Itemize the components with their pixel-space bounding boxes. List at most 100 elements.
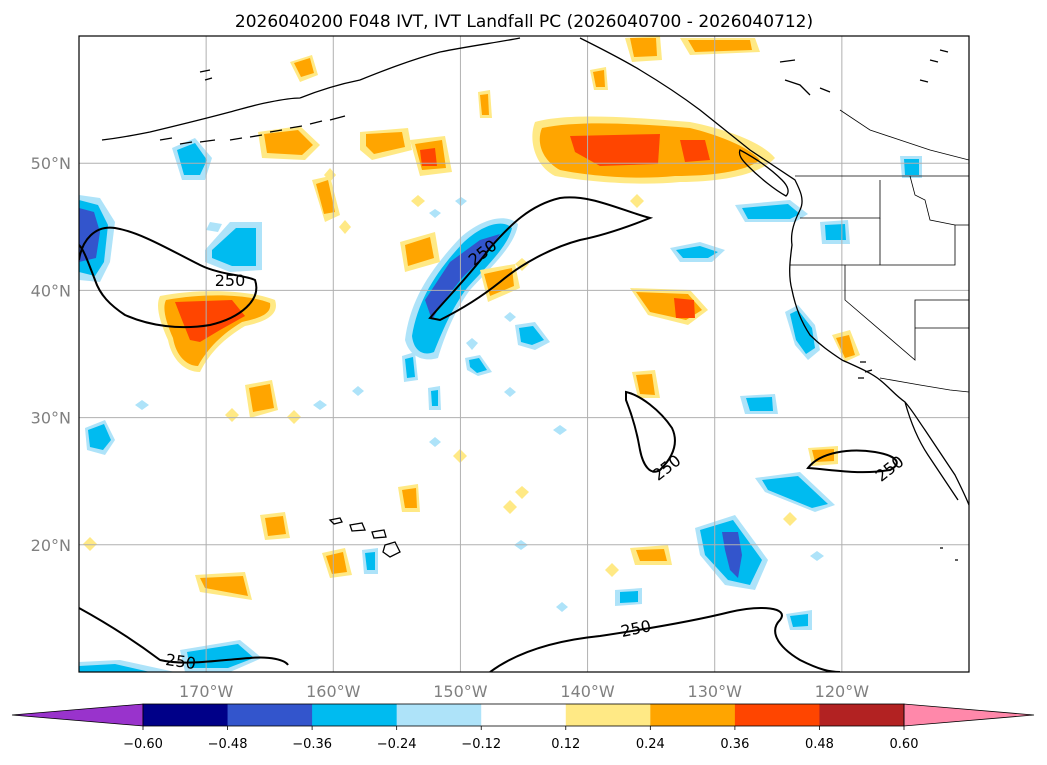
- pc-region-negative: [553, 425, 567, 435]
- pc-region-negative: [742, 204, 800, 219]
- figure-title: 2026040200 F048 IVT, IVT Landfall PC (20…: [235, 12, 813, 32]
- alaska-panhandle-coastline: [579, 37, 803, 211]
- colorbar-tick-label: 0.36: [720, 737, 749, 752]
- pc-region-positive: [405, 237, 434, 266]
- pc-region-positive: [420, 148, 437, 166]
- state-border-id-mt: [909, 175, 956, 226]
- colorbar-tick-label: −0.60: [123, 737, 163, 752]
- political-borders: [790, 109, 969, 393]
- colorbar-extend-min: [11, 703, 144, 727]
- colorbar-extend-max: [903, 703, 1035, 727]
- colorbar: −0.60 −0.48 −0.36 −0.24 −0.12 0.12 0.24 0.36 0.4…: [11, 703, 1035, 752]
- pc-region-negative: [206, 222, 222, 232]
- revillagigedo-islands: [940, 547, 958, 561]
- pc-region-negative: [431, 390, 438, 406]
- lat-tick-label: 50°N: [31, 154, 71, 173]
- colorbar-tick-label: 0.24: [636, 737, 665, 752]
- state-border-ca-nv: [844, 265, 969, 361]
- colorbar-bin: [312, 704, 398, 726]
- alaska-canada-border: [839, 109, 969, 161]
- lon-tick-label: 150°W: [433, 682, 488, 701]
- lon-tick-label: 160°W: [306, 682, 361, 701]
- pc-region-negative: [504, 312, 516, 322]
- coastlines: [101, 37, 969, 561]
- latitude-tick-labels: 50°N 40°N 30°N 20°N: [31, 154, 71, 555]
- pc-region-negative: [455, 197, 467, 206]
- colorbar-frame: [142, 703, 905, 727]
- pc-region-negative: [466, 338, 478, 350]
- pc-region-negative: [722, 532, 742, 578]
- pc-region-negative: [676, 246, 718, 258]
- pc-region-positive: [515, 258, 529, 271]
- contour-label: 250: [164, 650, 197, 673]
- pc-region-negative: [352, 386, 364, 396]
- colorbar-tick-label: 0.60: [890, 737, 919, 752]
- pc-region-negative: [405, 357, 415, 378]
- vancouver-island: [738, 149, 789, 197]
- colorbar-bin: [481, 704, 567, 726]
- pc-region-negative: [556, 602, 568, 612]
- pc-region-positive: [515, 486, 529, 499]
- pc-region-negative: [212, 228, 256, 266]
- ivt-contour-line: [79, 226, 258, 329]
- channel-islands: [858, 361, 873, 379]
- pc-region-negative: [790, 310, 815, 354]
- pc-region-positive: [225, 408, 239, 422]
- hawaiian-islands: [328, 517, 401, 558]
- colorbar-tick-label: 0.48: [805, 737, 834, 752]
- pc-region-positive: [366, 132, 405, 154]
- state-border-or-ca: [790, 218, 969, 266]
- colorbar-tick-label: −0.48: [208, 737, 248, 752]
- ivt-contour-line: [79, 607, 289, 666]
- pc-region-positive: [783, 512, 797, 526]
- pc-region-positive: [411, 195, 425, 207]
- map-gridlines: [79, 36, 969, 672]
- pc-region-negative: [79, 208, 100, 262]
- pc-shaded-regions: [79, 36, 922, 672]
- pc-region-negative: [88, 424, 111, 450]
- pc-region-positive: [249, 384, 274, 412]
- alaska-coastline: [101, 37, 521, 141]
- us-mexico-border: [879, 377, 969, 393]
- colorbar-bin: [227, 704, 313, 726]
- ivt-contour-line: [428, 196, 654, 322]
- pc-region-positive: [316, 180, 335, 214]
- pc-region-positive: [836, 335, 855, 358]
- colorbar-bin: [819, 704, 905, 726]
- colorbar-bin: [396, 704, 482, 726]
- pc-region-positive: [287, 410, 301, 424]
- lat-tick-label: 20°N: [31, 536, 71, 555]
- ivt-250-contours: [79, 196, 898, 672]
- pc-region-negative: [790, 614, 808, 627]
- pc-region-negative: [429, 437, 441, 447]
- lat-tick-label: 30°N: [31, 409, 71, 428]
- ivt-contour-line: [489, 607, 841, 672]
- pc-region-positive: [593, 70, 605, 87]
- pc-region-positive: [674, 298, 695, 318]
- pc-region-negative: [365, 552, 375, 570]
- pc-region-negative: [519, 326, 544, 345]
- pc-region-positive: [339, 220, 351, 234]
- pc-region-positive: [175, 300, 245, 342]
- pc-region-negative: [746, 397, 773, 411]
- pc-region-negative: [825, 224, 846, 240]
- colorbar-bin: [650, 704, 736, 726]
- pc-region-negative: [135, 400, 149, 410]
- lon-tick-label: 120°W: [815, 682, 870, 701]
- pc-region-positive: [264, 130, 313, 155]
- pc-region-negative: [810, 551, 824, 561]
- pc-region-negative: [620, 591, 638, 603]
- pc-region-positive: [636, 549, 667, 561]
- north-american-west-coast: [789, 209, 969, 506]
- pc-region-negative: [504, 387, 516, 397]
- pc-region-negative: [177, 143, 207, 175]
- colorbar-bin: [565, 704, 651, 726]
- pc-region-positive: [630, 194, 644, 208]
- colorbar-tick-label: −0.12: [461, 737, 501, 752]
- map-frame: [78, 35, 970, 673]
- ivt-contour-line: [806, 449, 898, 474]
- pc-region-negative: [425, 234, 500, 320]
- baja-coastline: [904, 401, 959, 501]
- pc-region-positive: [503, 500, 517, 514]
